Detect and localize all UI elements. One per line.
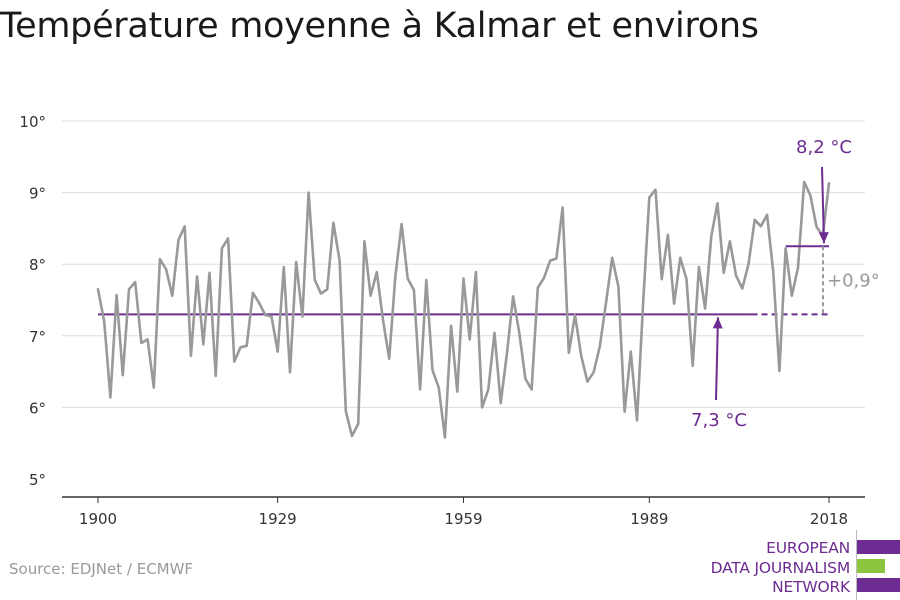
difference-label: +0,9° (827, 270, 880, 291)
chart-title: Température moyenne à Kalmar et environs (0, 6, 759, 46)
recent-label: 8,2 °C (796, 137, 852, 158)
x-tick-label-1959: 1959 (444, 510, 482, 528)
y-tick-label-6: 6° (29, 399, 46, 417)
logo-bar-purple-bottom (857, 578, 900, 592)
logo-bar-purple-top (857, 540, 900, 554)
logo-divider (856, 530, 857, 600)
x-tick-label-1900: 1900 (79, 510, 117, 528)
edjnet-logo: EUROPEAN DATA JOURNALISM NETWORK (695, 530, 900, 600)
source-note: Source: EDJNet / ECMWF (9, 560, 194, 578)
x-tick-label-1989: 1989 (630, 510, 668, 528)
recent-arrow-head (818, 232, 829, 244)
recent-arrow-shaft (821, 166, 825, 244)
x-tick-label-1929: 1929 (259, 510, 297, 528)
logo-line-3: NETWORK (772, 578, 850, 596)
baseline-arrow-head (712, 317, 723, 329)
y-tick-label-7: 7° (29, 328, 46, 346)
y-tick-label-5: 5° (29, 471, 46, 489)
y-tick-label-8: 8° (29, 256, 46, 274)
logo-bar-green (857, 559, 885, 573)
series-line (96, 180, 831, 439)
y-tick-label-9: 9° (29, 185, 46, 203)
baseline-label: 7,3 °C (691, 410, 747, 431)
logo-line-1: EUROPEAN (766, 539, 850, 557)
x-tick-label-2018: 2018 (810, 510, 848, 528)
logo-line-2: DATA JOURNALISM (710, 559, 851, 577)
y-tick-label-10: 10° (19, 113, 46, 131)
baseline-arrow-shaft (715, 317, 719, 401)
